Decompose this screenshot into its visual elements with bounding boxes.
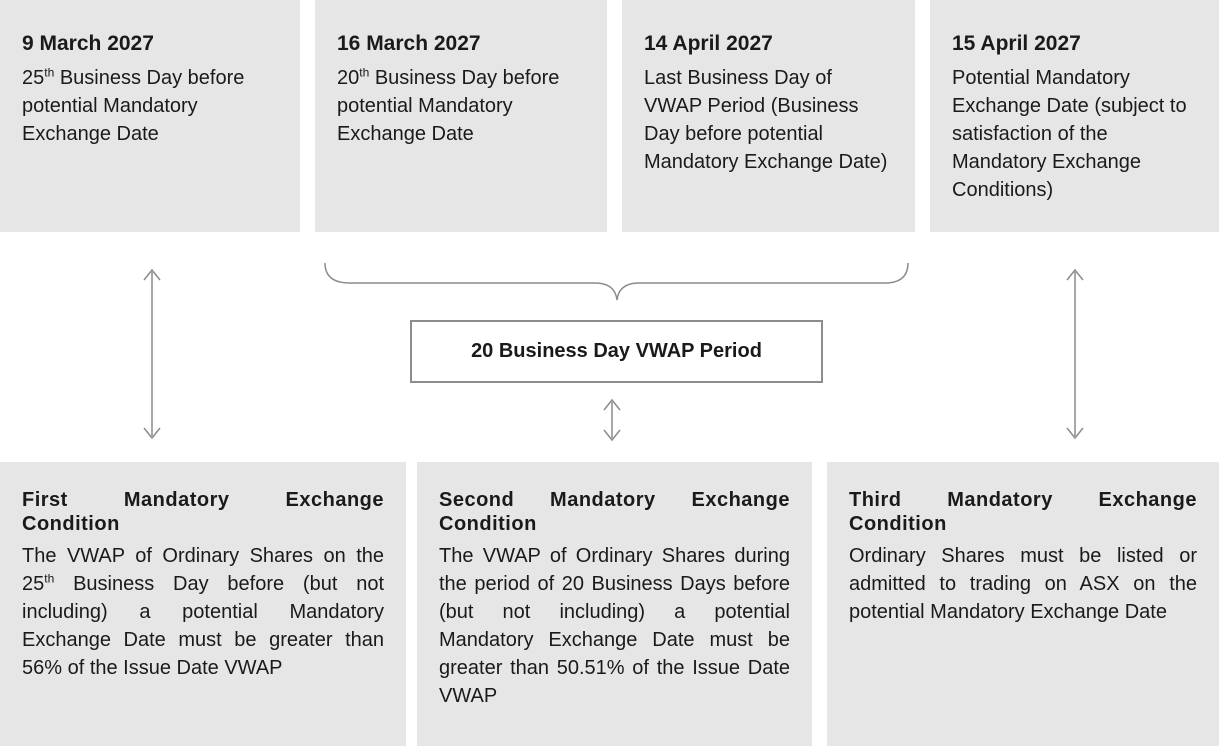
- condition-box: First Mandatory Exchange Condition The V…: [0, 462, 406, 746]
- suffix: th: [359, 65, 370, 80]
- condition-title: First Mandatory Exchange Condition: [22, 489, 384, 535]
- arrow: [603, 398, 621, 442]
- date: 16 March 2027: [337, 32, 481, 55]
- ordinal: 25: [22, 573, 45, 595]
- date-box: 15 April 2027 Potential Mandatory Exchan…: [930, 0, 1219, 232]
- text: The VWAP of Ordinary Shares on the: [22, 545, 384, 567]
- condition-text: The VWAP of Ordinary Shares during the p…: [439, 545, 790, 707]
- description: 20th Business Day before potential Manda…: [337, 64, 585, 148]
- text: Business Day before potential Mandatory …: [22, 67, 245, 145]
- date: 14 April 2027: [644, 32, 773, 55]
- date-box: 16 March 2027 20th Business Day before p…: [315, 0, 607, 232]
- ordinal: 25: [22, 67, 45, 89]
- text: Business Day before (but not including) …: [22, 573, 384, 679]
- date: 9 March 2027: [22, 32, 154, 55]
- condition-title: Second Mandatory Exchange Condition: [439, 489, 790, 535]
- date: 15 April 2027: [952, 32, 1081, 55]
- ordinal: 20: [337, 67, 360, 89]
- arrow: [1066, 268, 1084, 440]
- text: Business Day before potential Mandatory …: [337, 67, 560, 145]
- date-box: 14 April 2027 Last Business Day of VWAP …: [622, 0, 915, 232]
- condition-text: The VWAP of Ordinary Shares on the 25th …: [22, 542, 384, 682]
- description: Potential Mandatory Exchange Date (subje…: [952, 67, 1187, 201]
- description: 25th Business Day before potential Manda…: [22, 64, 278, 148]
- suffix: th: [44, 571, 55, 586]
- brace: [324, 262, 909, 301]
- condition-box: Third Mandatory Exchange Condition Ordin…: [827, 462, 1219, 746]
- condition-text: Ordinary Shares must be listed or admitt…: [849, 545, 1197, 623]
- period-label: 20 Business Day VWAP Period: [410, 320, 823, 383]
- description: Last Business Day of VWAP Period (Busine…: [644, 67, 888, 173]
- suffix: th: [44, 65, 55, 80]
- date-box: 9 March 2027 25th Business Day before po…: [0, 0, 300, 232]
- condition-title: Third Mandatory Exchange Condition: [849, 489, 1197, 535]
- arrow: [143, 268, 161, 440]
- condition-box: Second Mandatory Exchange Condition The …: [417, 462, 812, 746]
